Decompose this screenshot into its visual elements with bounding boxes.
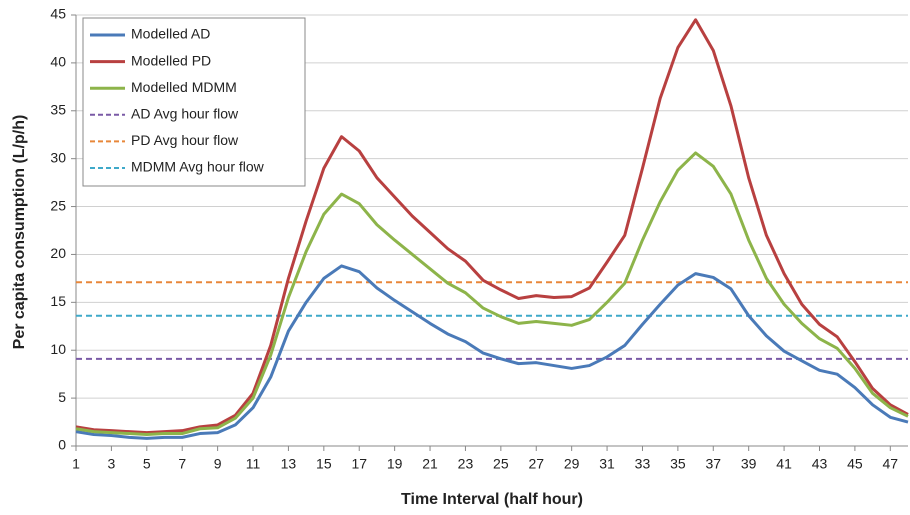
x-tick-label: 33 (635, 456, 651, 472)
x-tick-label: 9 (214, 456, 222, 472)
y-axis-title: Per capita consumption (L/p/h) (11, 115, 28, 350)
x-axis-title: Time Interval (half hour) (401, 491, 583, 508)
legend-label: AD Avg hour flow (131, 106, 239, 122)
legend-box (82, 17, 306, 187)
x-tick-label: 13 (281, 456, 297, 472)
x-tick-label: 5 (143, 456, 151, 472)
x-tick-label: 43 (812, 456, 828, 472)
legend-label: Modelled AD (131, 26, 210, 42)
legend-label: MDMM Avg hour flow (131, 159, 265, 175)
x-tick-label: 27 (528, 456, 544, 472)
y-tick-label: 25 (50, 197, 66, 213)
x-tick-label: 45 (847, 456, 863, 472)
y-tick-label: 45 (50, 6, 66, 22)
x-tick-label: 37 (705, 456, 721, 472)
x-tick-label: 25 (493, 456, 509, 472)
y-tick-label: 5 (58, 389, 66, 405)
y-tick-label: 0 (58, 437, 66, 453)
series-line (75, 18, 909, 435)
series-line (75, 264, 909, 440)
series-line (75, 151, 909, 437)
x-tick-label: 7 (178, 456, 186, 472)
x-tick-label: 11 (246, 456, 261, 472)
x-tick-label: 47 (883, 456, 899, 472)
x-tick-label: 35 (670, 456, 686, 472)
y-tick-label: 35 (50, 101, 66, 117)
x-tick-label: 15 (316, 456, 332, 472)
x-tick-label: 39 (741, 456, 757, 472)
x-tick-label: 19 (387, 456, 403, 472)
legend-label: Modelled PD (131, 52, 211, 68)
y-tick-label: 40 (50, 54, 66, 70)
legend-label: Modelled MDMM (131, 79, 237, 95)
y-tick-label: 30 (50, 149, 66, 165)
y-tick-label: 10 (50, 341, 66, 357)
x-tick-label: 23 (458, 456, 474, 472)
x-tick-label: 31 (599, 456, 615, 472)
x-tick-label: 17 (351, 456, 367, 472)
x-tick-label: 1 (72, 456, 80, 472)
x-tick-label: 41 (776, 456, 792, 472)
x-tick-label: 21 (422, 456, 438, 472)
legend-label: PD Avg hour flow (131, 132, 239, 148)
y-tick-label: 15 (50, 293, 66, 309)
x-tick-label: 29 (564, 456, 580, 472)
x-tick-label: 3 (108, 456, 116, 472)
y-tick-label: 20 (50, 245, 66, 261)
legend: Modelled AD Modelled PD Modelled MDMM AD Av… (82, 17, 306, 187)
